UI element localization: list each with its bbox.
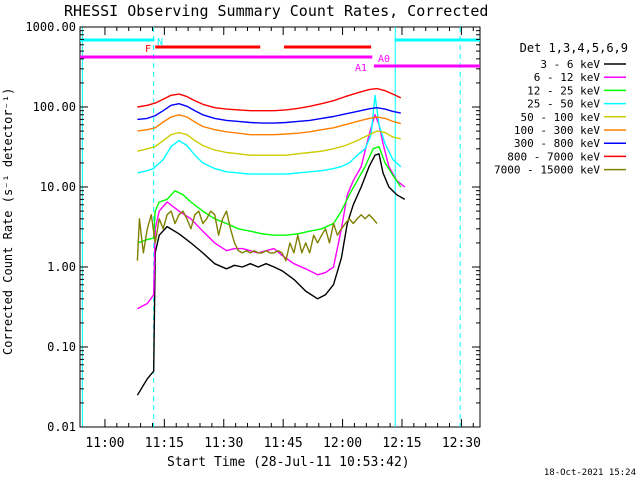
series-line-8 [136,210,378,262]
series-line-3 [137,94,402,175]
status-label-a1: A1 [355,63,367,74]
legend-label-3: 25 - 50 keV [527,98,600,111]
footer-date: 18-Oct-2021 15:24 [544,468,636,478]
legend-label-1: 6 - 12 keV [534,71,601,84]
chart-title: RHESSI Observing Summary Count Rates, Co… [64,2,488,20]
x-tick-label-5: 12:15 [382,436,421,451]
series-line-2 [137,145,402,244]
series-line-4 [137,130,401,156]
y-tick-label-5: 0.01 [47,420,76,434]
y-tick-label-1: 100.00 [33,100,76,114]
series-line-7 [137,87,402,112]
y-axis-label: Corrected Count Rate (s⁻¹ detector⁻¹) [1,88,15,355]
status-label-a0: A0 [378,54,390,65]
axis-ticks: 1000.00 100.00 10.00 1.00 0.10 0.01 11:00 11:15… [25,20,481,451]
legend-title: Det 1,3,4,5,6,9 [520,41,628,55]
y-tick-label-4: 0.10 [47,340,76,354]
series-lines [136,87,406,396]
x-tick-label-3: 11:45 [264,436,303,451]
x-tick-label-2: 11:30 [204,436,243,451]
x-tick-label-6: 12:30 [442,436,481,451]
x-tick-label-4: 12:00 [323,436,362,451]
legend-label-7: 800 - 7000 keV [507,150,600,163]
legend-label-6: 300 - 800 keV [514,137,600,150]
x-tick-label-1: 11:15 [145,436,184,451]
legend-label-4: 50 - 100 keV [521,111,601,124]
y-tick-label-2: 10.00 [40,180,76,194]
y-tick-label-0: 1000.00 [25,20,76,34]
series-line-1 [137,114,406,310]
x-axis-label: Start Time (28-Jul-11 10:53:42) [167,455,410,470]
legend-label-8: 7000 - 15000 keV [494,164,600,177]
series-line-5 [137,114,401,136]
plot-area: NF A0 A1 1000.00 100.00 10.00 1.00 0.10 0.01 11:… [25,20,481,451]
series-line-0 [136,153,406,396]
legend-label-5: 100 - 300 keV [514,124,600,137]
status-label-n: N [157,37,163,48]
series-line-6 [137,102,401,124]
legend-label-2: 12 - 25 keV [527,84,600,97]
x-tick-label-0: 11:00 [85,436,124,451]
y-tick-label-3: 1.00 [47,260,76,274]
legend-label-0: 3 - 6 keV [540,58,600,71]
axes-frame [79,26,481,428]
status-label-f: F [145,44,151,55]
